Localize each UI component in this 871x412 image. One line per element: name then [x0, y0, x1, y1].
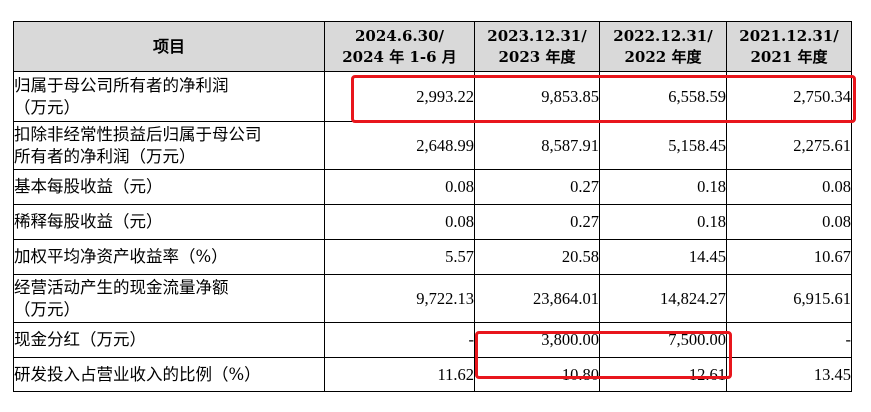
value-cell: 11.62 — [324, 357, 475, 392]
value-cell: 2,275.61 — [726, 121, 852, 170]
value-cell: 0.08 — [324, 204, 475, 240]
row-label: 加权平均净资产收益率（%） — [13, 239, 325, 275]
table-row: 加权平均净资产收益率（%） 5.57 20.58 14.45 10.67 — [13, 239, 852, 275]
value-cell: 2,750.34 — [726, 71, 852, 122]
value-cell: - — [726, 322, 852, 358]
table-row: 经营活动产生的现金流量净额 （万元） 9,722.13 23,864.01 14,824… — [13, 274, 852, 323]
value-cell: 0.27 — [474, 169, 600, 205]
value-cell: 23,864.01 — [474, 274, 600, 323]
row-label: 现金分红（万元） — [13, 322, 325, 358]
value-cell: 6,558.59 — [599, 71, 727, 122]
value-cell: 7,500.00 — [599, 322, 727, 358]
value-cell: 0.08 — [726, 204, 852, 240]
row-label: 归属于母公司所有者的净利润 （万元） — [13, 71, 325, 122]
row-label: 研发投入占营业收入的比例（%） — [13, 357, 325, 392]
value-cell: 5,158.45 — [599, 121, 727, 170]
table-row: 稀释每股收益（元） 0.08 0.27 0.18 0.08 — [13, 204, 852, 240]
financial-table: 项目 2024.6.30/2024 年 1-6 月 2023.12.31/202… — [13, 21, 852, 392]
table-row: 研发投入占营业收入的比例（%） 11.62 10.80 12.61 13.45 — [13, 357, 852, 392]
value-cell: 0.27 — [474, 204, 600, 240]
header-2023: 2023.12.31/2023 年度 — [474, 21, 600, 72]
value-cell: - — [324, 322, 475, 358]
value-cell: 20.58 — [474, 239, 600, 275]
value-cell: 5.57 — [324, 239, 475, 275]
value-cell: 6,915.61 — [726, 274, 852, 323]
row-label: 扣除非经常性损益后归属于母公司 所有者的净利润（万元） — [13, 121, 325, 170]
value-cell: 12.61 — [599, 357, 727, 392]
row-label: 稀释每股收益（元） — [13, 204, 325, 240]
table-row: 现金分红（万元） -3,800.00 7,500.00- — [13, 322, 852, 358]
value-cell: 9,853.85 — [474, 71, 600, 122]
value-cell: 0.08 — [726, 169, 852, 205]
row-label: 基本每股收益（元） — [13, 169, 325, 205]
header-2021: 2021.12.31/2021 年度 — [726, 21, 852, 72]
value-cell: 14.45 — [599, 239, 727, 275]
value-cell: 2,648.99 — [324, 121, 475, 170]
table-row: 基本每股收益（元） 0.08 0.27 0.18 0.08 — [13, 169, 852, 205]
value-cell: 9,722.13 — [324, 274, 475, 323]
value-cell: 0.08 — [324, 169, 475, 205]
table-row: 归属于母公司所有者的净利润 （万元） 2,993.22 9,853.85 6,558.5… — [13, 71, 852, 122]
value-cell: 13.45 — [726, 357, 852, 392]
value-cell: 0.18 — [599, 204, 727, 240]
value-cell: 2,993.22 — [324, 71, 475, 122]
header-row: 项目 2024.6.30/2024 年 1-6 月 2023.12.31/202… — [13, 21, 852, 72]
value-cell: 10.67 — [726, 239, 852, 275]
row-label: 经营活动产生的现金流量净额 （万元） — [13, 274, 325, 323]
value-cell: 3,800.00 — [474, 322, 600, 358]
header-2022: 2022.12.31/2022 年度 — [599, 21, 727, 72]
value-cell: 10.80 — [474, 357, 600, 392]
value-cell: 14,824.27 — [599, 274, 727, 323]
header-2024h1: 2024.6.30/2024 年 1-6 月 — [324, 21, 475, 72]
header-item: 项目 — [13, 21, 325, 72]
value-cell: 0.18 — [599, 169, 727, 205]
table-row: 扣除非经常性损益后归属于母公司 所有者的净利润（万元） 2,648.99 8,587.… — [13, 121, 852, 170]
value-cell: 8,587.91 — [474, 121, 600, 170]
